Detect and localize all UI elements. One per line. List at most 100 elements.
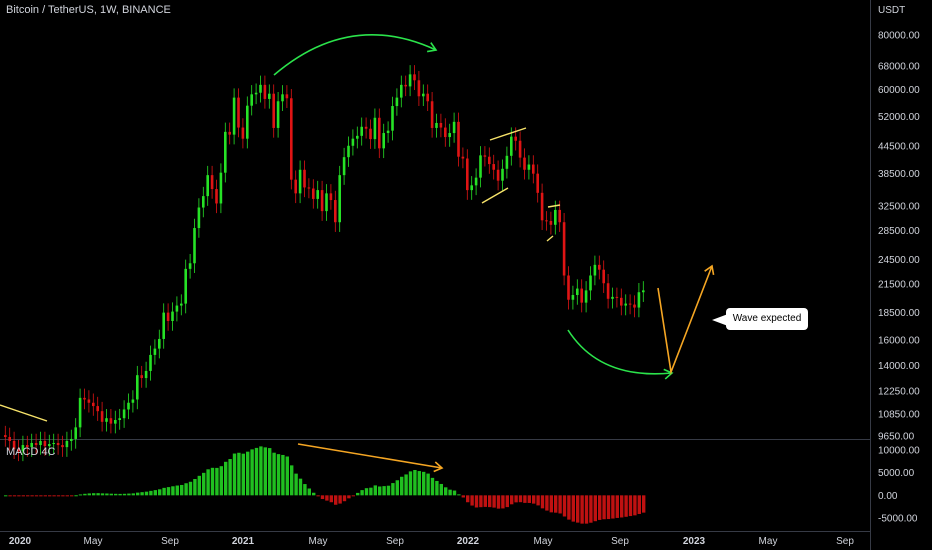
macd-bar: [268, 448, 272, 496]
candle-body: [430, 101, 434, 128]
candle-body: [470, 185, 473, 191]
candle-body: [408, 74, 412, 87]
candle-body: [593, 264, 597, 276]
macd-bar: [237, 452, 241, 496]
macd-bar: [523, 495, 527, 503]
candle-body: [633, 304, 636, 308]
candle-body: [34, 443, 38, 446]
macd-bar: [87, 493, 91, 496]
macd-bar: [466, 495, 470, 503]
candle-body: [131, 399, 135, 403]
candle-body: [83, 397, 86, 400]
candle-body: [580, 288, 583, 303]
macd-bar: [373, 485, 377, 496]
candle-body: [518, 140, 522, 158]
candle-body: [74, 427, 77, 439]
wedge-trendline: [547, 204, 561, 208]
macd-bar: [26, 495, 30, 497]
candle-body: [298, 169, 302, 194]
macd-bar: [435, 480, 439, 496]
macd-bar: [74, 495, 78, 497]
candle-body: [65, 440, 69, 448]
macd-bar: [479, 495, 483, 508]
candle-body: [202, 196, 205, 208]
candle-body: [26, 445, 29, 448]
macd-bar: [246, 451, 250, 496]
macd-bar: [422, 471, 426, 496]
candle-body: [479, 155, 482, 178]
candle-body: [61, 445, 64, 448]
macd-bar: [219, 466, 223, 496]
macd-bar: [329, 495, 333, 503]
macd-bar: [461, 495, 465, 498]
candle-body: [426, 93, 429, 102]
candle-body: [149, 354, 152, 371]
macd-bar: [316, 495, 320, 497]
candle-body: [395, 97, 399, 107]
macd-bar: [210, 467, 215, 496]
macd-bar: [571, 495, 575, 522]
candle-body: [105, 418, 108, 422]
macd-bar: [637, 495, 641, 514]
macd-bar: [395, 480, 399, 496]
macd-bar: [56, 495, 61, 497]
macd-bar: [567, 495, 571, 520]
macd-bar: [285, 456, 289, 496]
price-tick-label: 9650.00: [878, 432, 915, 443]
price-tick-label: 68000.00: [878, 61, 920, 72]
price-candles: [4, 65, 645, 462]
orange-wave-line: [657, 265, 713, 376]
candle-body: [505, 155, 509, 169]
macd-bar: [206, 469, 210, 496]
candle-body: [290, 98, 293, 180]
candle-body: [576, 288, 579, 296]
candle-body: [589, 275, 592, 291]
macd-bar: [642, 495, 646, 513]
macd-bar: [30, 495, 34, 497]
macd-bar: [65, 495, 69, 497]
candle-body: [452, 121, 456, 134]
candle-body: [527, 164, 531, 170]
candle-body: [127, 402, 130, 410]
macd-bar: [545, 495, 549, 511]
macd-bar: [175, 485, 179, 496]
macd-bar: [193, 479, 197, 496]
candle-body: [250, 94, 253, 106]
candle-body: [215, 189, 218, 204]
candle-body: [549, 220, 553, 225]
candle-body: [598, 264, 601, 270]
time-axis-ticks: 2020 May Sep 2021 May Sep 2022 May Sep 2023 May Sep: [9, 536, 854, 547]
candle-body: [166, 312, 170, 321]
macd-bar: [21, 495, 25, 497]
candle-body: [285, 94, 289, 99]
candle-body: [70, 438, 73, 441]
candle-body: [197, 207, 201, 229]
candle-body: [404, 84, 407, 87]
candle-body: [56, 443, 60, 446]
macd-bar: [527, 495, 531, 503]
time-tick-label: 2023: [683, 536, 706, 547]
candle-body: [237, 97, 240, 128]
candle-body: [606, 283, 610, 299]
macd-bar: [413, 469, 417, 496]
candle-body: [92, 402, 95, 407]
macd-bar: [272, 452, 276, 496]
macd-bar: [43, 495, 47, 497]
candle-body: [602, 269, 605, 284]
candle-body: [87, 399, 91, 403]
macd-bar: [562, 495, 567, 517]
macd-bar: [184, 483, 188, 496]
candle-body: [78, 397, 82, 428]
macd-bar: [263, 447, 267, 496]
macd-bar: [92, 493, 96, 496]
macd-bar: [276, 454, 281, 496]
candle-body: [312, 188, 315, 199]
candle-body: [611, 296, 614, 299]
time-tick-label: May: [534, 536, 553, 547]
candle-body: [206, 175, 209, 197]
time-tick-label: 2021: [232, 536, 255, 547]
macd-bar: [228, 459, 232, 496]
candle-body: [122, 409, 126, 419]
candle-body: [12, 440, 16, 450]
